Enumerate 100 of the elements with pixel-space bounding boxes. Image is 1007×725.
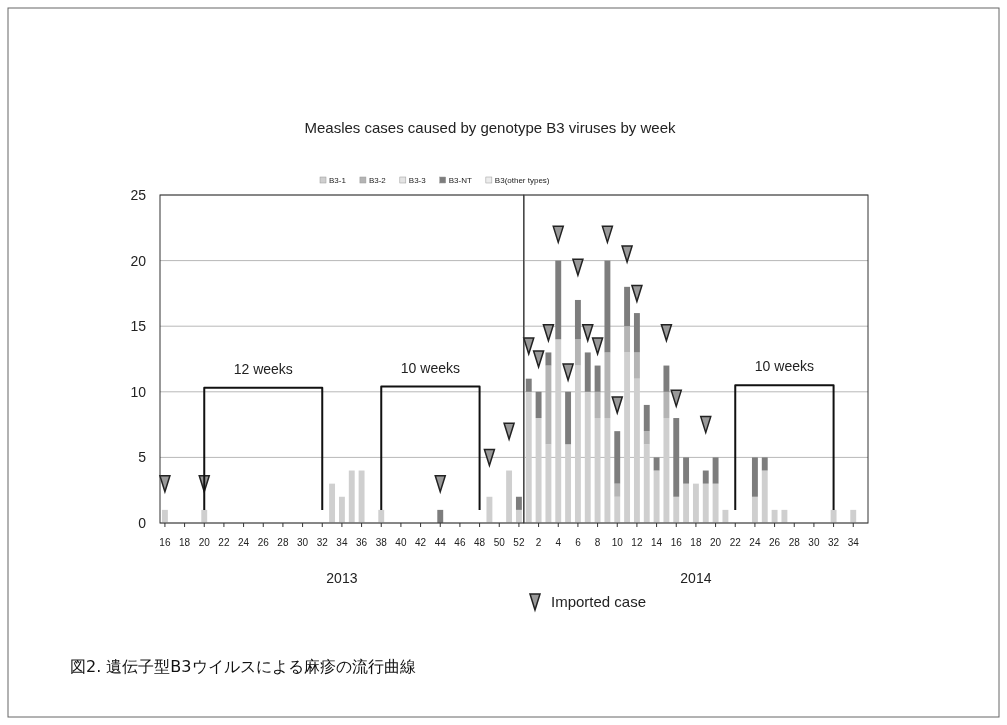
bar — [712, 457, 719, 484]
bar — [614, 431, 621, 484]
bar — [545, 444, 552, 523]
x-tick-label: 24 — [749, 537, 761, 548]
bar — [692, 483, 699, 523]
x-tick-label: 42 — [415, 537, 427, 548]
y-tick-label: 5 — [138, 449, 147, 466]
x-tick-label: 44 — [434, 537, 447, 548]
bar — [751, 496, 758, 523]
series-label: 12 weeks — [233, 360, 293, 377]
bar — [535, 418, 542, 523]
bar — [722, 509, 729, 523]
x-tick-label: 48 — [474, 537, 486, 548]
x-tick-label: 20 — [198, 537, 211, 548]
bar — [683, 483, 690, 523]
x-tick-label: 18 — [690, 537, 702, 548]
bar — [594, 365, 601, 392]
bar — [348, 470, 355, 523]
bar — [574, 365, 581, 523]
x-tick-label: 34 — [336, 537, 348, 548]
y-tick-label: 0 — [138, 515, 147, 531]
bar — [486, 496, 493, 523]
bar — [643, 431, 650, 445]
bar — [584, 391, 591, 523]
bar — [329, 483, 336, 523]
bar — [663, 365, 670, 392]
caption: 図2. 遺伝子型B3ウイルスによる麻疹の流行曲線 — [70, 657, 416, 676]
bar — [663, 391, 670, 419]
x-tick-label: 34 — [847, 537, 860, 548]
x-tick-label: 8 — [594, 537, 601, 548]
bar — [761, 470, 768, 523]
bar — [506, 470, 513, 523]
point — [660, 324, 673, 342]
x-tick-label: 32 — [316, 537, 329, 548]
x-tick-label: 40 — [395, 537, 407, 548]
x-tick-label: 6 — [575, 537, 582, 548]
x-tick-label: 14 — [651, 537, 663, 548]
bar — [830, 509, 837, 523]
bar — [201, 509, 208, 523]
bar — [771, 509, 778, 523]
x-tick-label: 30 — [808, 537, 820, 548]
bar — [781, 509, 788, 523]
x-tick-label: 38 — [375, 537, 388, 548]
bar — [594, 418, 601, 523]
x-tick-label: 36 — [356, 537, 368, 548]
bar — [633, 313, 640, 353]
legend-label: B3-3 — [408, 176, 427, 185]
legend-label: B3-2 — [368, 176, 387, 185]
bar — [683, 457, 690, 484]
y-tick-label: 20 — [130, 252, 147, 269]
x-tick-label: 46 — [454, 537, 466, 548]
x-tick-label: 32 — [828, 537, 840, 548]
point — [542, 324, 555, 342]
bar — [663, 418, 670, 523]
x-tick-label: 28 — [277, 537, 289, 548]
y-tick-label: 25 — [130, 187, 147, 203]
x-tick-label: 22 — [218, 537, 230, 548]
bar — [378, 509, 385, 523]
bar — [161, 509, 168, 523]
bar — [624, 286, 631, 327]
bar — [673, 418, 680, 497]
bar — [525, 378, 532, 392]
bar — [643, 404, 650, 432]
bar — [604, 418, 611, 523]
bar — [515, 496, 522, 510]
bar — [535, 391, 542, 419]
bar — [702, 483, 709, 523]
bar — [712, 483, 719, 523]
x-tick-label: 12 — [631, 537, 643, 548]
bar — [584, 352, 591, 392]
x-tick-label: 18 — [179, 537, 191, 548]
x-tick-label: 4 — [555, 537, 562, 548]
x-tick-label: 2 — [535, 537, 542, 548]
bar — [643, 444, 650, 523]
x-tick-label: 30 — [297, 537, 309, 548]
bar — [338, 496, 345, 523]
bar — [574, 339, 581, 366]
bar — [614, 496, 621, 523]
bar — [358, 470, 365, 523]
bar — [614, 483, 621, 497]
x-tick-label: 20 — [710, 537, 722, 548]
bar — [850, 509, 857, 523]
bar — [574, 299, 581, 340]
bar — [653, 457, 660, 471]
x-tick-label: 10 — [611, 537, 624, 548]
bar — [555, 339, 562, 523]
bar — [594, 391, 601, 419]
legend-label: B3-NT — [448, 176, 472, 185]
x-tick-label: 26 — [769, 537, 781, 548]
bar — [761, 457, 768, 471]
x-tick-label: 28 — [788, 537, 801, 548]
legend-label: B3(other types) — [494, 176, 550, 185]
x-tick-label: 16 — [159, 537, 171, 548]
x-tick-label: 22 — [729, 537, 742, 548]
point — [591, 337, 604, 355]
point — [532, 350, 545, 368]
legend-label: Imported case — [551, 593, 647, 610]
bar — [545, 352, 552, 366]
x-tick-label: 50 — [493, 537, 506, 548]
bar — [624, 352, 631, 523]
